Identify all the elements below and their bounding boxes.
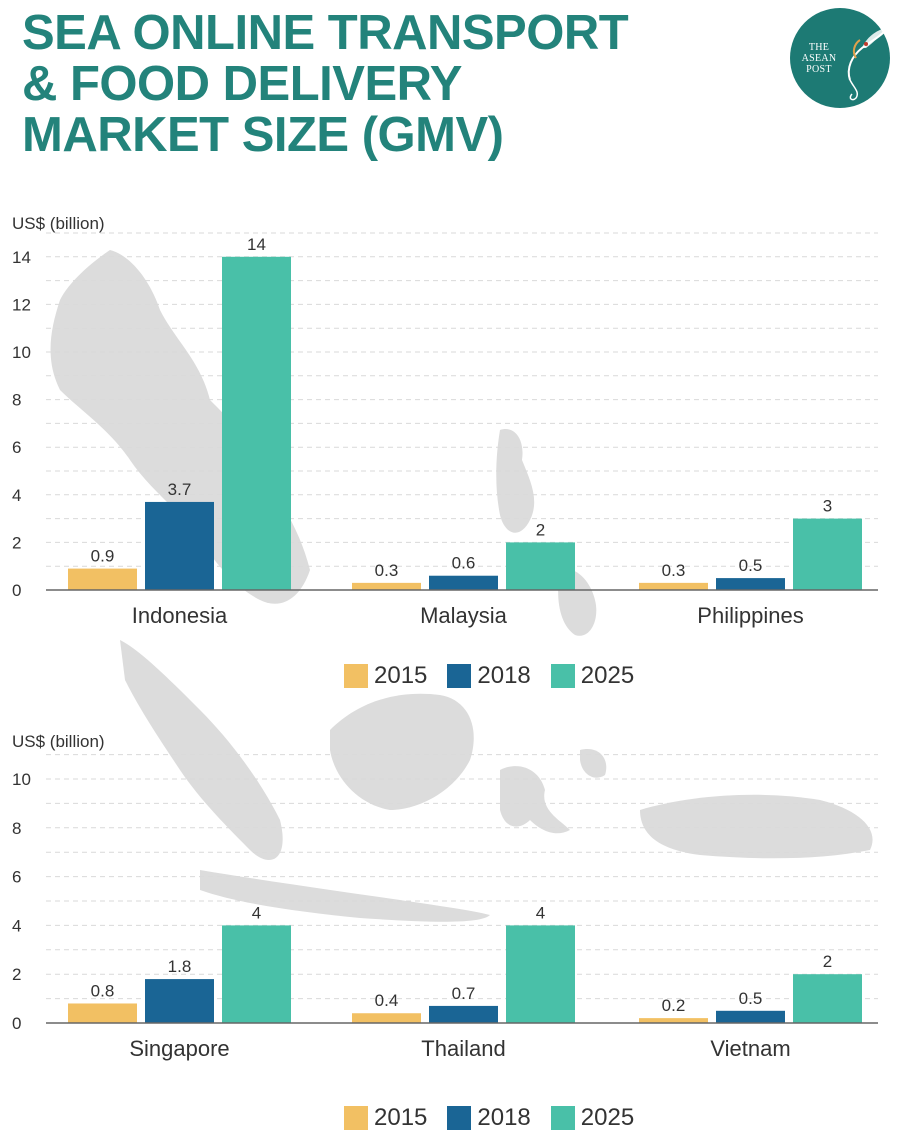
- legend-label-2025: 2025: [580, 1104, 635, 1131]
- bar-2015-philippines: [639, 582, 708, 590]
- y-tick-label: 6: [12, 868, 21, 887]
- y-tick-label: 10: [12, 343, 31, 362]
- bar-2025-philippines: [793, 518, 862, 590]
- legend-swatch-2025: [550, 664, 575, 688]
- legend-item-2018: 2018: [447, 1104, 531, 1132]
- data-label: 3: [823, 497, 832, 516]
- legend-label-2025: 2025: [580, 662, 635, 689]
- bar-2015-thailand: [352, 1013, 421, 1023]
- legend-swatch-2015: [344, 664, 368, 688]
- bar-chart-top-plot: 0 2 4 6 8 10 12 14 0.9 3.7 14 Indonesia 0.3 0.6 2 Malay…: [12, 232, 878, 628]
- legend-item-2025: 2025: [550, 662, 635, 690]
- bar-2018-philippines: [716, 578, 785, 590]
- title-line-2: & FOOD DELIVERY: [22, 57, 462, 111]
- data-label: 2: [823, 952, 832, 971]
- y-tick-label: 2: [12, 965, 21, 984]
- y-tick-label: 0: [12, 581, 21, 600]
- legend-item-2015: 2015: [344, 662, 427, 690]
- category-label: Thailand: [421, 1036, 505, 1061]
- data-label: 0.2: [662, 996, 686, 1015]
- data-label: 0.4: [375, 991, 399, 1010]
- category-label: Singapore: [129, 1036, 229, 1061]
- y-tick-label: 6: [12, 438, 21, 457]
- legend-item-2025: 2025: [550, 1104, 635, 1132]
- chart-top: US$ (billion) 0 2 4 6 8 10 12 14 0.9 3.7 14 Indones…: [0, 200, 900, 720]
- legend-bottom: 2015 2018 2025: [344, 1104, 654, 1132]
- legend-item-2015: 2015: [344, 1104, 427, 1132]
- bar-2015-vietnam: [639, 1018, 708, 1023]
- legend-label-2018: 2018: [477, 662, 531, 689]
- data-label: 3.7: [168, 480, 192, 499]
- bar-2018-indonesia: [145, 501, 214, 590]
- data-label: 0.3: [375, 561, 399, 580]
- y-tick-label: 4: [12, 916, 21, 935]
- category-label: Philippines: [697, 603, 803, 628]
- bar-2018-singapore: [145, 979, 214, 1023]
- category-label: Indonesia: [132, 603, 228, 628]
- asean-post-logo: THE ASEAN POST: [790, 8, 890, 108]
- y-tick-label: 2: [12, 533, 21, 552]
- y-tick-label: 0: [12, 1014, 21, 1033]
- category-label: Malaysia: [420, 603, 508, 628]
- data-label: 4: [252, 903, 261, 922]
- legend-label-2015: 2015: [374, 1104, 428, 1131]
- data-label: 0.9: [91, 547, 115, 566]
- logo-text: THE ASEAN POST: [801, 42, 837, 75]
- y-tick-label: 10: [12, 770, 31, 789]
- legend-swatch-2015: [344, 1106, 368, 1130]
- page-title: SEA ONLINE TRANSPORT & FOOD DELIVERY MAR…: [22, 6, 629, 162]
- bar-2015-singapore: [68, 1003, 137, 1023]
- bar-2025-singapore: [222, 925, 291, 1023]
- y-tick-label: 8: [12, 819, 21, 838]
- legend-swatch-2018: [447, 664, 472, 688]
- bar-2018-vietnam: [716, 1010, 785, 1023]
- bar-2018-malaysia: [429, 575, 498, 590]
- y-tick-label: 4: [12, 486, 21, 505]
- bar-2018-thailand: [429, 1005, 498, 1023]
- data-label: 0.5: [739, 989, 763, 1008]
- data-label: 14: [247, 235, 266, 254]
- chart-bottom: US$ (billion) 0 2 4 6 8 10 0.8 1.8 4 Singapore 0.4…: [0, 720, 900, 1143]
- bar-2015-indonesia: [68, 568, 137, 590]
- legend-top: 2015 2018 2025: [344, 662, 654, 690]
- legend-label-2018: 2018: [477, 1104, 531, 1131]
- data-label: 2: [536, 520, 545, 539]
- data-label: 4: [536, 903, 545, 922]
- data-label: 0.8: [91, 981, 115, 1000]
- legend-item-2018: 2018: [447, 662, 531, 690]
- y-tick-label: 12: [12, 295, 31, 314]
- bar-chart-bottom-plot: 0 2 4 6 8 10 0.8 1.8 4 Singapore 0.4 0.7 4 Thailand 0.…: [12, 754, 878, 1061]
- bar-2025-indonesia: [222, 256, 291, 590]
- category-label: Vietnam: [710, 1036, 790, 1061]
- y-axis-unit-label: US$ (billion): [12, 214, 105, 233]
- title-line-1: SEA ONLINE TRANSPORT: [22, 6, 629, 60]
- bar-2025-vietnam: [793, 974, 862, 1023]
- data-label: 0.6: [452, 554, 476, 573]
- data-label: 1.8: [168, 957, 192, 976]
- legend-label-2015: 2015: [374, 662, 428, 689]
- data-label: 0.3: [662, 561, 686, 580]
- bar-2025-malaysia: [506, 542, 575, 590]
- bird-emblem-icon: [847, 28, 886, 101]
- bar-2015-malaysia: [352, 582, 421, 590]
- title-line-3: MARKET SIZE (GMV): [22, 108, 504, 162]
- y-axis-unit-label: US$ (billion): [12, 732, 105, 751]
- y-tick-label: 14: [12, 248, 31, 267]
- data-label: 0.5: [739, 556, 763, 575]
- bar-2025-thailand: [506, 925, 575, 1023]
- y-tick-label: 8: [12, 391, 21, 410]
- data-label: 0.7: [452, 984, 476, 1003]
- legend-swatch-2025: [550, 1106, 575, 1130]
- legend-swatch-2018: [447, 1106, 472, 1130]
